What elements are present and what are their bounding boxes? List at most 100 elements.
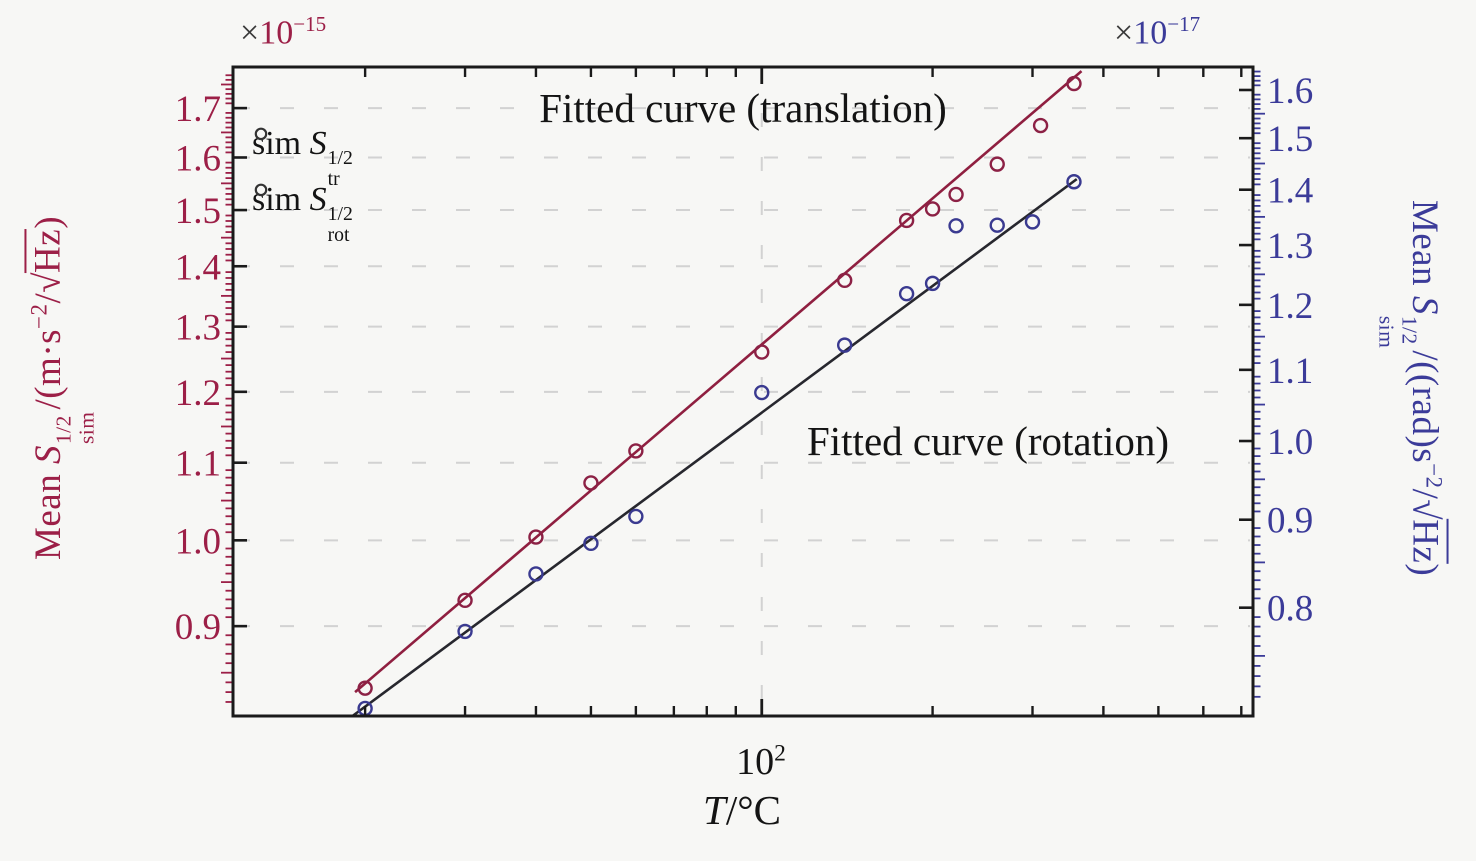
- right-axis-tick-label: 1.0: [1267, 422, 1313, 463]
- times-symbol: ×: [240, 14, 260, 52]
- rotation-data-point: [948, 218, 964, 234]
- translation-legend-marker-icon: [254, 127, 268, 141]
- times-symbol: ×: [1114, 14, 1134, 52]
- rotation-data-point: [457, 623, 473, 640]
- translation-data-point: [528, 529, 544, 545]
- label-supsub: 1/2 sim: [51, 411, 99, 445]
- tick-labels: 0.9 1.0 1.1 1.2 1.3 1.4 1.5 1.6 1.7 0.8 0.9 1.0 1.1 1…: [175, 71, 1314, 648]
- label-sub: sim: [1374, 315, 1399, 349]
- right-axis-tick-label: 1.4: [1267, 171, 1313, 212]
- annotation-fitted-curve-translation: Fitted curve (translation): [539, 85, 947, 131]
- label-unit: Hz: [24, 228, 69, 273]
- gridlines: [236, 69, 1250, 714]
- rotation-data-point: [528, 566, 544, 582]
- label-close: ): [27, 215, 69, 229]
- left-axis-tick-label: 1.0: [175, 521, 221, 562]
- label-mid: /((rad)s: [1404, 350, 1446, 464]
- legend-symbol: S: [309, 124, 327, 162]
- label-close: ): [1404, 563, 1446, 577]
- radical-symbol: √: [1404, 499, 1446, 521]
- right-axis-tick-label: 1.1: [1267, 351, 1313, 392]
- translation-data-point: [754, 344, 770, 360]
- translation-fit-line: [354, 70, 1083, 694]
- right-axis-tick-label: 1.3: [1267, 226, 1313, 267]
- translation-data-point: [924, 201, 941, 217]
- right-axis-tick-label: 0.9: [1267, 501, 1313, 542]
- translation-data-point: [898, 212, 915, 229]
- rotation-data-point: [1024, 214, 1041, 230]
- circle-marker-icon: [254, 127, 268, 141]
- rotation-data-point: [1066, 174, 1082, 190]
- right-axis-tick-label: 0.8: [1267, 589, 1313, 630]
- x-label-symbol: T: [703, 787, 726, 833]
- rotation-legend-marker-icon: [254, 183, 268, 197]
- right-axis-tick-label: 1.2: [1267, 286, 1313, 327]
- left-axis-multiplier: ×10−15: [240, 12, 326, 52]
- legend-sub: tr: [327, 167, 340, 190]
- translation-data-point: [1032, 117, 1049, 134]
- legend-label: sim S 1/2 tr: [252, 125, 355, 189]
- label-sub: sim: [74, 411, 99, 445]
- legend-sup: 1/2: [327, 146, 353, 169]
- x-tick-base: 10: [736, 741, 775, 783]
- radical-symbol: √: [27, 271, 69, 293]
- translation-data-point: [628, 443, 644, 459]
- multiplier-exponent: −17: [1167, 12, 1201, 36]
- rotation-data-point: [989, 217, 1005, 233]
- right-axis-tick-label: 1.5: [1267, 119, 1313, 160]
- left-axis-tick-label: 1.3: [175, 308, 221, 349]
- label-sup: 1/2: [1397, 315, 1422, 345]
- right-axis-multiplier: ×10−17: [1114, 12, 1200, 52]
- label-unit: Hz: [1404, 519, 1449, 564]
- label-exp: −2: [1421, 463, 1447, 489]
- label-mid: /(m·s: [27, 328, 69, 410]
- legend-label: sim S 1/2 rot: [252, 181, 355, 245]
- label-supsub: 1/2 sim: [1374, 315, 1422, 349]
- rotation-data-point: [583, 535, 599, 552]
- legend-item-translation: sim S 1/2 tr: [252, 125, 355, 189]
- translation-data-point: [948, 186, 964, 203]
- translation-data-point: [836, 272, 853, 289]
- translation-data-point: [989, 156, 1005, 172]
- left-axis-tick-label: 1.5: [175, 191, 221, 232]
- axis-ticks: [221, 67, 1265, 716]
- rotation-data-point: [836, 337, 853, 353]
- left-axis-tick-label: 1.6: [175, 138, 221, 179]
- legend-supsub: 1/2 tr: [328, 148, 353, 189]
- legend-sub: rot: [327, 223, 350, 246]
- x-tick-label: 102: [736, 740, 786, 784]
- legend-prefix: sim: [252, 124, 310, 162]
- rotation-data-point: [924, 275, 941, 292]
- label-exp: −2: [26, 303, 52, 329]
- label-mean: Mean: [27, 464, 69, 561]
- rotation-data-point: [898, 286, 915, 302]
- translation-data-point: [457, 592, 473, 609]
- circle-marker-icon: [254, 183, 268, 197]
- legend-prefix: sim: [252, 180, 310, 218]
- legend-supsub: 1/2 rot: [328, 204, 353, 245]
- label-slash: /: [1404, 488, 1446, 500]
- label-mean: Mean: [1404, 199, 1446, 296]
- left-axis-tick-label: 0.9: [175, 607, 221, 648]
- label-slash: /: [27, 292, 69, 304]
- x-axis-label: T/°C: [703, 786, 781, 834]
- annotation-fitted-curve-rotation: Fitted curve (rotation): [806, 418, 1170, 464]
- left-axis-tick-label: 1.2: [175, 373, 221, 414]
- label-sup: 1/2: [51, 415, 76, 445]
- plot-border: [231, 65, 1255, 718]
- right-axis-label: Mean S 1/2 sim/((rad)s−2/√Hz): [1374, 199, 1449, 577]
- data-points: [357, 75, 1082, 717]
- multiplier-exponent: −15: [293, 12, 327, 36]
- legend-symbol: S: [309, 180, 327, 218]
- left-axis-tick-label: 1.4: [175, 247, 221, 288]
- rotation-data-point: [754, 384, 770, 401]
- translation-data-point: [583, 475, 599, 491]
- right-axis-tick-label: 1.6: [1267, 71, 1313, 112]
- rotation-data-point: [628, 508, 644, 525]
- translation-data-point: [1066, 75, 1082, 92]
- legend-sup: 1/2: [327, 202, 353, 225]
- fitted-curves: [351, 70, 1083, 718]
- left-axis-tick-label: 1.1: [175, 444, 221, 485]
